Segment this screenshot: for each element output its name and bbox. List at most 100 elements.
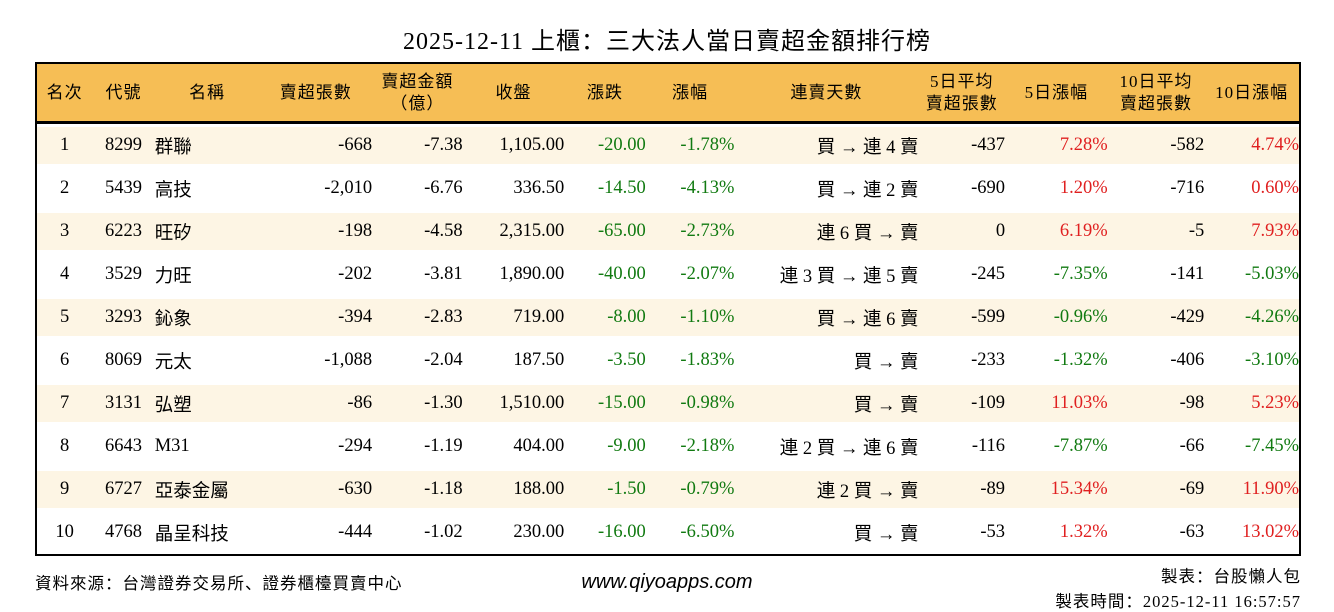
cell-code: 3293 <box>92 296 155 339</box>
cell-sell-amount-100m: -6.76 <box>372 167 463 210</box>
cell-avg5d-sell-volume: -690 <box>918 167 1006 210</box>
cell-avg10d-sell-volume: -141 <box>1107 253 1205 296</box>
cell-change: -65.00 <box>564 210 646 253</box>
cell-rank: 1 <box>37 124 93 167</box>
cell-close: 187.50 <box>462 339 565 382</box>
cell-change: -16.00 <box>564 511 646 554</box>
column-header-change-5d-pct: 5日漲幅 <box>1005 64 1108 124</box>
cell-change-5d-pct: 1.32% <box>1005 511 1108 554</box>
cell-sell-streak: 買 → 連 4 賣 <box>734 124 919 167</box>
cell-rank: 8 <box>37 425 93 468</box>
cell-avg5d-sell-volume: -245 <box>918 253 1006 296</box>
cell-code: 6643 <box>92 425 155 468</box>
cell-change-10d-pct: -4.26% <box>1204 296 1299 339</box>
cell-change: -3.50 <box>564 339 646 382</box>
cell-close: 404.00 <box>462 425 565 468</box>
cell-change-5d-pct: 1.20% <box>1005 167 1108 210</box>
cell-avg10d-sell-volume: -66 <box>1107 425 1205 468</box>
cell-rank: 2 <box>37 167 93 210</box>
cell-close: 1,105.00 <box>462 124 565 167</box>
cell-sell-amount-100m: -2.83 <box>372 296 463 339</box>
cell-sell-streak: 買 → 連 6 賣 <box>734 296 919 339</box>
cell-change-pct: -0.79% <box>645 468 735 511</box>
cell-avg10d-sell-volume: -5 <box>1107 210 1205 253</box>
table-row: 3 6223 旺矽 -198 -4.58 2,315.00 -65.00 -2.73% 連 6 … <box>37 210 1299 253</box>
cell-change: -9.00 <box>564 425 646 468</box>
cell-close: 719.00 <box>462 296 565 339</box>
cell-avg10d-sell-volume: -69 <box>1107 468 1205 511</box>
cell-avg5d-sell-volume: -233 <box>918 339 1006 382</box>
cell-close: 188.00 <box>462 468 565 511</box>
cell-change-10d-pct: -5.03% <box>1204 253 1299 296</box>
cell-avg5d-sell-volume: -599 <box>918 296 1006 339</box>
cell-avg10d-sell-volume: -63 <box>1107 511 1205 554</box>
cell-sell-amount-100m: -1.19 <box>372 425 463 468</box>
cell-change-10d-pct: 7.93% <box>1204 210 1299 253</box>
cell-name: 鈊象 <box>154 296 260 339</box>
cell-avg5d-sell-volume: 0 <box>918 210 1006 253</box>
cell-sell-streak: 買 → 賣 <box>734 511 919 554</box>
page-title: 2025-12-11 上櫃：三大法人當日賣超金額排行榜 <box>402 29 932 55</box>
cell-code: 4768 <box>92 511 155 554</box>
cell-change-pct: -6.50% <box>645 511 735 554</box>
cell-name: 力旺 <box>154 253 260 296</box>
header-row: 名次 代號 名稱 賣超張數 賣超金額 （億） 收盤 漲跌 漲幅 連賣天數 5日平均 賣超張數 5日漲… <box>37 64 1299 124</box>
cell-rank: 3 <box>37 210 93 253</box>
cell-sell-amount-100m: -1.30 <box>372 382 463 425</box>
cell-change-5d-pct: -7.87% <box>1005 425 1108 468</box>
column-header-name: 名稱 <box>154 64 260 124</box>
cell-sell-volume: -2,010 <box>259 167 373 210</box>
cell-change-pct: -1.83% <box>645 339 735 382</box>
cell-change: -8.00 <box>564 296 646 339</box>
cell-name: 弘塑 <box>154 382 260 425</box>
cell-name: 群聯 <box>154 124 260 167</box>
cell-name: 晶呈科技 <box>154 511 260 554</box>
cell-rank: 5 <box>37 296 93 339</box>
table-row: 8 6643 M31 -294 -1.19 404.00 -9.00 -2.18% 連 2 買 … <box>37 425 1299 468</box>
table-timestamp: 製表時間：2025-12-11 16:57:57 <box>1055 592 1301 611</box>
table-maker-label: 製表：台股懶人包 <box>1161 567 1301 586</box>
cell-change-pct: -1.10% <box>645 296 735 339</box>
cell-change-5d-pct: -7.35% <box>1005 253 1108 296</box>
cell-change-10d-pct: 13.02% <box>1204 511 1299 554</box>
cell-avg5d-sell-volume: -116 <box>918 425 1006 468</box>
cell-change-10d-pct: 0.60% <box>1204 167 1299 210</box>
cell-change-pct: -2.73% <box>645 210 735 253</box>
column-header-sell-streak: 連賣天數 <box>734 64 919 124</box>
cell-rank: 9 <box>37 468 93 511</box>
cell-sell-streak: 連 2 買 → 賣 <box>734 468 919 511</box>
table-row: 10 4768 晶呈科技 -444 -1.02 230.00 -16.00 -6.50% 買 →… <box>37 511 1299 554</box>
cell-sell-volume: -394 <box>259 296 373 339</box>
cell-name: 高技 <box>154 167 260 210</box>
cell-code: 3131 <box>92 382 155 425</box>
column-header-avg5d-sell-volume: 5日平均 賣超張數 <box>918 64 1006 124</box>
cell-close: 336.50 <box>462 167 565 210</box>
cell-code: 8299 <box>92 124 155 167</box>
cell-change: -20.00 <box>564 124 646 167</box>
cell-change: -15.00 <box>564 382 646 425</box>
cell-sell-amount-100m: -1.18 <box>372 468 463 511</box>
cell-sell-streak: 買 → 賣 <box>734 339 919 382</box>
table-row: 9 6727 亞泰金屬 -630 -1.18 188.00 -1.50 -0.79% 連 2 買… <box>37 468 1299 511</box>
cell-avg10d-sell-volume: -406 <box>1107 339 1205 382</box>
cell-rank: 10 <box>37 511 93 554</box>
cell-code: 8069 <box>92 339 155 382</box>
cell-close: 2,315.00 <box>462 210 565 253</box>
cell-sell-streak: 連 2 買 → 連 6 賣 <box>734 425 919 468</box>
cell-rank: 4 <box>37 253 93 296</box>
column-header-close: 收盤 <box>462 64 565 124</box>
table-row: 4 3529 力旺 -202 -3.81 1,890.00 -40.00 -2.07% 連 3 … <box>37 253 1299 296</box>
cell-sell-volume: -294 <box>259 425 373 468</box>
cell-avg10d-sell-volume: -429 <box>1107 296 1205 339</box>
table-row: 2 5439 高技 -2,010 -6.76 336.50 -14.50 -4.13% 買 → … <box>37 167 1299 210</box>
cell-avg5d-sell-volume: -53 <box>918 511 1006 554</box>
table-row: 6 8069 元太 -1,088 -2.04 187.50 -3.50 -1.83% 買 → 賣… <box>37 339 1299 382</box>
cell-sell-streak: 買 → 賣 <box>734 382 919 425</box>
cell-change-10d-pct: 4.74% <box>1204 124 1299 167</box>
cell-sell-amount-100m: -7.38 <box>372 124 463 167</box>
column-header-change: 漲跌 <box>564 64 646 124</box>
cell-name: 亞泰金屬 <box>154 468 260 511</box>
cell-sell-volume: -630 <box>259 468 373 511</box>
table-body: 1 8299 群聯 -668 -7.38 1,105.00 -20.00 -1.78% 買 → … <box>37 124 1299 554</box>
data-source-note: 資料來源：台灣證券交易所、證券櫃檯買賣中心 <box>35 574 403 593</box>
